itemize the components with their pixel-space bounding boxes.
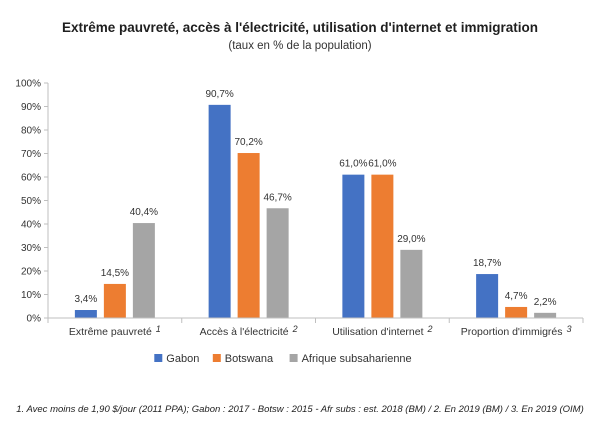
- data-label: 3,4%: [74, 294, 97, 305]
- category-name: Extrême pauvreté: [69, 326, 152, 338]
- legend-swatch: [154, 354, 163, 362]
- data-label: 61,0%: [339, 159, 367, 170]
- x-axis: Extrême pauvreté 1 Accès à l'électricité 2 U…: [47, 317, 584, 338]
- bar-group: [74, 104, 557, 318]
- y-tick-label: 40%: [21, 220, 41, 231]
- bar: [534, 312, 557, 318]
- bar: [266, 208, 289, 318]
- y-tick-label: 100%: [15, 79, 41, 90]
- category-label: Proportion d'immigrés 3: [461, 324, 572, 338]
- data-label: 70,2%: [234, 137, 262, 148]
- data-label: 40,4%: [130, 207, 158, 218]
- data-label: 61,0%: [368, 159, 396, 170]
- bar: [103, 283, 126, 318]
- legend-label: Gabon: [166, 353, 199, 365]
- category-label: Extrême pauvreté 1: [69, 324, 161, 338]
- legend-swatch: [212, 354, 221, 362]
- bar: [371, 174, 394, 318]
- chart-footnote: 1. Avec moins de 1,90 $/jour (2011 PPA);…: [16, 404, 583, 415]
- y-axis: 0% 10% 20% 30% 40% 50% 60% 70% 80% 90% 100%: [15, 79, 49, 325]
- category-note: 2: [427, 324, 433, 334]
- bar: [132, 223, 155, 318]
- category-name: Proportion d'immigrés: [461, 326, 563, 338]
- y-tick-label: 10%: [21, 290, 41, 301]
- legend-label: Botswana: [225, 353, 274, 365]
- y-tick-label: 70%: [21, 149, 41, 160]
- data-label: 4,7%: [505, 291, 528, 302]
- category-name: Accès à l'électricité: [200, 326, 289, 338]
- data-label: 14,5%: [101, 268, 129, 279]
- y-tick-label: 80%: [21, 126, 41, 137]
- category-note: 1: [156, 324, 161, 334]
- y-tick-label: 0%: [27, 314, 42, 325]
- category-note: 2: [292, 324, 298, 334]
- legend: Gabon Botswana Afrique subsaharienne: [154, 353, 412, 365]
- bar: [237, 153, 260, 318]
- bar: [74, 310, 97, 318]
- category-note: 3: [567, 324, 572, 334]
- data-label: 29,0%: [397, 234, 425, 245]
- legend-swatch: [289, 354, 298, 362]
- y-tick-label: 30%: [21, 243, 41, 254]
- category-label: Utilisation d'internet 2: [332, 324, 432, 338]
- legend-label: Afrique subsaharienne: [302, 353, 412, 365]
- y-tick-label: 50%: [21, 196, 41, 207]
- data-label: 18,7%: [473, 258, 501, 269]
- data-labels: 3,4% 14,5% 40,4% 90,7% 70,2% 46,7% 61,0% 61,0% 2…: [74, 89, 556, 308]
- bar: [476, 274, 499, 318]
- y-tick-label: 20%: [21, 267, 41, 278]
- bar: [208, 104, 231, 318]
- bar: [400, 249, 423, 318]
- y-tick-label: 60%: [21, 173, 41, 184]
- data-label: 46,7%: [263, 192, 291, 203]
- data-label: 2,2%: [534, 297, 557, 308]
- y-tick-label: 90%: [21, 102, 41, 113]
- bar: [342, 174, 365, 318]
- category-name: Utilisation d'internet: [332, 326, 423, 338]
- chart-title: Extrême pauvreté, accès à l'électricité,…: [62, 20, 538, 35]
- category-label: Accès à l'électricité 2: [200, 324, 298, 338]
- chart-subtitle: (taux en % de la population): [228, 40, 371, 52]
- bar: [505, 306, 528, 318]
- data-label: 90,7%: [205, 89, 233, 100]
